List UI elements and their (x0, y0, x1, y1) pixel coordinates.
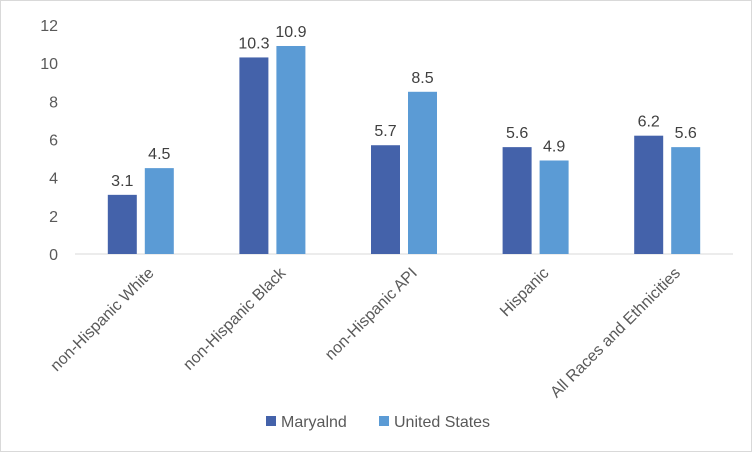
y-tick-label: 10 (40, 56, 58, 73)
bar-maryland (107, 194, 137, 254)
category-label: Hispanic (497, 265, 552, 320)
category-label: non-Hispanic Black (180, 264, 290, 374)
y-tick-label: 2 (49, 209, 58, 226)
data-label: 3.1 (111, 173, 133, 190)
data-label: 5.6 (675, 125, 697, 142)
data-label: 8.5 (411, 70, 433, 87)
data-label: 5.6 (506, 125, 528, 142)
data-label: 10.9 (275, 24, 306, 41)
bar-united-states (671, 147, 701, 254)
category-label: non-Hispanic API (322, 265, 421, 364)
legend-label: United States (394, 414, 490, 431)
category-label: non-Hispanic White (48, 265, 158, 375)
legend-swatch-maryland (266, 416, 276, 426)
legend-label: Maryalnd (281, 414, 347, 431)
bar-maryland (239, 57, 269, 254)
bar-united-states (408, 91, 437, 255)
data-label: 5.7 (374, 123, 396, 140)
data-label: 10.3 (238, 35, 269, 52)
bar-maryland (634, 135, 664, 254)
bar-united-states (539, 160, 569, 254)
bar-united-states (276, 45, 306, 254)
y-tick-label: 12 (40, 18, 58, 35)
bar-united-states (144, 168, 174, 254)
y-tick-label: 4 (49, 171, 58, 188)
y-tick-label: 0 (49, 247, 58, 264)
y-tick-label: 8 (49, 94, 58, 111)
data-label: 4.9 (543, 138, 565, 155)
legend-swatch-united-states (379, 416, 389, 426)
y-tick-label: 6 (49, 133, 58, 150)
data-label: 4.5 (148, 146, 170, 163)
data-label: 6.2 (638, 114, 660, 131)
bar-maryland (371, 145, 400, 254)
bar-maryland (502, 147, 532, 254)
category-label: All Races and Ethnicities (547, 265, 684, 402)
